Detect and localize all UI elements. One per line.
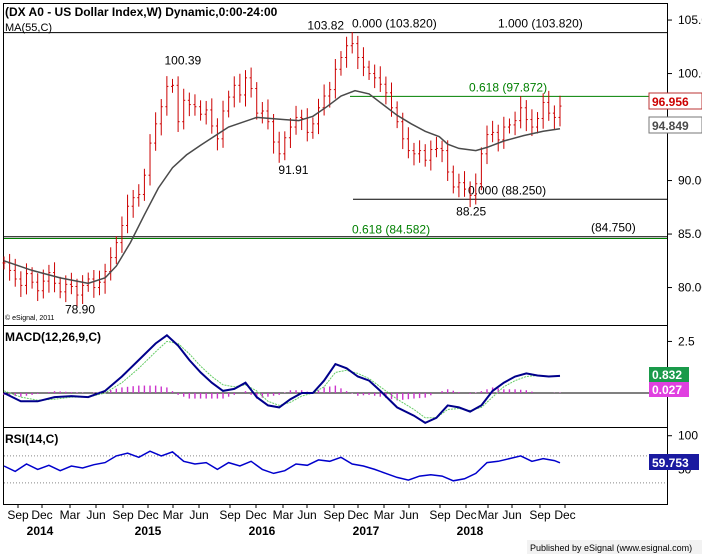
footer-bar (527, 540, 702, 554)
macd-value: 0.832 (652, 368, 682, 382)
price-tick-label: 85.000 (678, 227, 702, 241)
fib-label: 0.000 (103.820) (352, 17, 437, 31)
x-year-label: 2015 (135, 524, 162, 538)
x-month-label: Jun (189, 508, 208, 522)
macd-panel (3, 325, 668, 428)
price-tick-label: 100.000 (678, 67, 702, 81)
fib-label: 0.618 (84.582) (352, 223, 430, 237)
rsi-tick-label: 100 (678, 429, 698, 443)
rsi-value-tag (649, 454, 699, 470)
price-tick-label: 105.000 (678, 13, 702, 27)
x-month-label: Sep (529, 508, 551, 522)
last-price-value: 96.956 (652, 95, 689, 109)
last-price-tag (648, 92, 702, 110)
macd-value-tag (649, 367, 689, 382)
fib-label: 0.618 (97.872) (469, 80, 547, 94)
x-month-label: Jun (297, 508, 316, 522)
swing-label: 91.91 (278, 163, 308, 177)
ma-value: 94.849 (652, 119, 689, 133)
x-year-label: 2016 (249, 524, 276, 538)
ma-indicator-label: MA(55,C) (5, 22, 52, 34)
x-month-label: Sep (429, 508, 451, 522)
swing-label: 78.90 (65, 302, 95, 316)
x-month-label: Sep (323, 508, 345, 522)
chart-title: (DX A0 - US Dollar Index,W) Dynamic,0:00… (5, 5, 278, 19)
x-month-label: Dec (31, 508, 52, 522)
footer-text: Published by eSignal (www.esignal.com) (530, 543, 692, 553)
x-month-label: Dec (455, 508, 476, 522)
x-year-label: 2018 (457, 524, 484, 538)
x-month-label: Sep (112, 508, 134, 522)
fib-label: 0.000 (88.250) (468, 183, 546, 197)
ma55-line (3, 89, 561, 285)
price-panel (3, 3, 668, 326)
x-month-label: Mar (374, 508, 395, 522)
rsi-panel (3, 427, 668, 505)
ma-value-tag (648, 116, 702, 134)
x-month-label: Dec (137, 508, 158, 522)
x-month-label: Mar (478, 508, 499, 522)
fib-label: 1.000 (103.820) (498, 17, 583, 31)
macd-line (3, 334, 561, 425)
hist-value: 0.027 (652, 383, 682, 397)
x-month-label: Dec (245, 508, 266, 522)
price-layer: 0.000 (103.820) 1.000 (103.820) 0.618 (97.… (2, 17, 667, 316)
macd-label: MACD(12,26,9,C) (5, 330, 101, 344)
x-month-label: Jun (86, 508, 105, 522)
x-month-label: Sep (219, 508, 241, 522)
rsi-value: 59.753 (652, 456, 689, 470)
macd-layer (3, 334, 667, 425)
hist-value-tag (649, 382, 689, 397)
swing-label: 88.25 (456, 204, 486, 218)
x-month-label: Dec (347, 508, 368, 522)
swing-label: 100.39 (164, 53, 201, 67)
axis-layer: 105.000100.00095.00090.00085.00080.0002.… (7, 13, 702, 538)
x-month-label: Mar (163, 508, 184, 522)
x-year-label: 2014 (27, 524, 54, 538)
x-month-label: Jun (399, 508, 418, 522)
rsi-line (3, 450, 561, 482)
price-tick-label: 80.000 (678, 281, 702, 295)
x-month-label: Mar (60, 508, 81, 522)
price-tick-label: 90.000 (678, 174, 702, 188)
swing-label: 103.82 (307, 19, 344, 33)
x-month-label: Dec (554, 508, 575, 522)
watermark: © eSignal, 2011 (5, 314, 55, 322)
x-month-label: Sep (7, 508, 29, 522)
rsi-layer (3, 450, 667, 484)
x-month-label: Mar (273, 508, 294, 522)
x-year-label: 2017 (353, 524, 380, 538)
macd-tick-label: 2.5 (678, 334, 695, 348)
rsi-label: RSI(14,C) (5, 432, 58, 446)
fib-label: (84.750) (591, 221, 636, 235)
x-month-label: Jun (502, 508, 521, 522)
